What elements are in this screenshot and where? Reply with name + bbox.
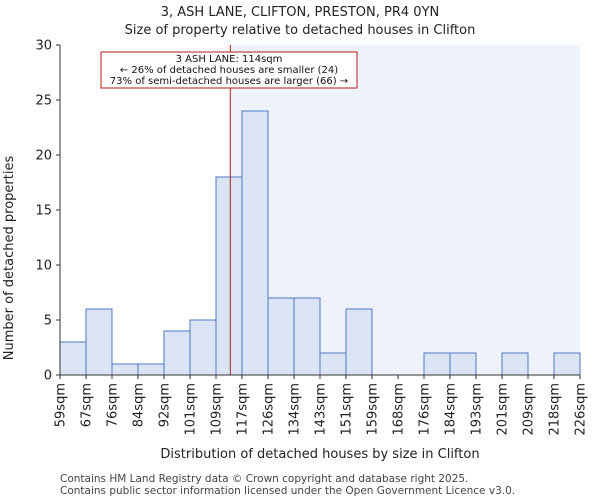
x-tick-label: 176sqm (418, 383, 433, 436)
footer-line-2: Contains public sector information licen… (60, 485, 515, 497)
annotation-line-3: 73% of semi-detached houses are larger (… (110, 76, 348, 87)
y-tick-label: 25 (35, 94, 52, 109)
bar-151sqm (345, 308, 373, 376)
annotation-line-1: 3 ASH LANE: 114sqm (176, 54, 283, 65)
y-axis-label: Number of detached properties (2, 156, 17, 361)
x-tick-label: 218sqm (548, 383, 563, 436)
bar-101sqm (189, 319, 217, 376)
y-tick-label: 10 (35, 259, 52, 274)
bar-59sqm (59, 341, 87, 376)
bar-67sqm (85, 308, 113, 376)
bar-176sqm (423, 352, 451, 376)
bar-201sqm (501, 352, 529, 376)
x-tick-label: 168sqm (392, 383, 407, 436)
y-tick-label: 0 (44, 369, 52, 384)
x-tick-label: 67sqm (80, 383, 95, 427)
x-axis-ticks: 59sqm 67sqm 76sqm 84sqm 92sqm 101sqm 109sqm 117… (54, 375, 589, 436)
bar-218sqm (553, 352, 581, 376)
chart-subtitle: Size of property relative to detached ho… (125, 23, 476, 38)
bar-126sqm (267, 297, 295, 376)
y-tick-label: 5 (44, 314, 52, 329)
bar-84sqm (137, 363, 165, 376)
x-tick-label: 159sqm (366, 383, 381, 436)
x-tick-label: 193sqm (470, 383, 485, 436)
bar-109sqm (215, 176, 243, 376)
footer-line-1: Contains HM Land Registry data © Crown c… (60, 473, 468, 485)
x-tick-label: 109sqm (210, 383, 225, 436)
x-tick-label: 101sqm (184, 383, 199, 436)
x-tick-label: 59sqm (54, 383, 69, 427)
annotation-line-2: ← 26% of detached houses are smaller (24… (120, 65, 338, 76)
bar-184sqm (449, 352, 477, 376)
x-tick-label: 92sqm (158, 383, 173, 427)
bar-134sqm (293, 297, 321, 376)
x-tick-label: 143sqm (314, 383, 329, 436)
x-tick-label: 117sqm (236, 383, 251, 436)
bars-group (59, 110, 581, 376)
bar-143sqm (319, 352, 347, 376)
x-tick-label: 126sqm (262, 383, 277, 436)
bar-92sqm (163, 330, 191, 376)
x-tick-label: 209sqm (522, 383, 537, 436)
x-tick-label: 151sqm (340, 383, 355, 436)
chart-title: 3, ASH LANE, CLIFTON, PRESTON, PR4 0YN (161, 5, 440, 20)
y-tick-label: 15 (35, 204, 52, 219)
x-tick-label: 201sqm (496, 383, 511, 436)
x-tick-label: 184sqm (444, 383, 459, 436)
x-tick-label: 134sqm (288, 383, 303, 436)
y-tick-label: 20 (35, 149, 52, 164)
x-axis-label: Distribution of detached houses by size … (160, 447, 479, 462)
x-tick-label: 226sqm (574, 383, 589, 436)
x-tick-label: 76sqm (106, 383, 121, 427)
x-tick-label: 84sqm (132, 383, 147, 427)
y-tick-label: 30 (35, 39, 52, 54)
annotation-box: 3 ASH LANE: 114sqm ← 26% of detached hou… (100, 51, 358, 89)
bar-76sqm (111, 363, 139, 376)
y-axis-ticks: 0 5 10 15 20 25 30 (35, 39, 60, 384)
annotation-border (100, 51, 358, 89)
bar-117sqm (241, 110, 269, 376)
